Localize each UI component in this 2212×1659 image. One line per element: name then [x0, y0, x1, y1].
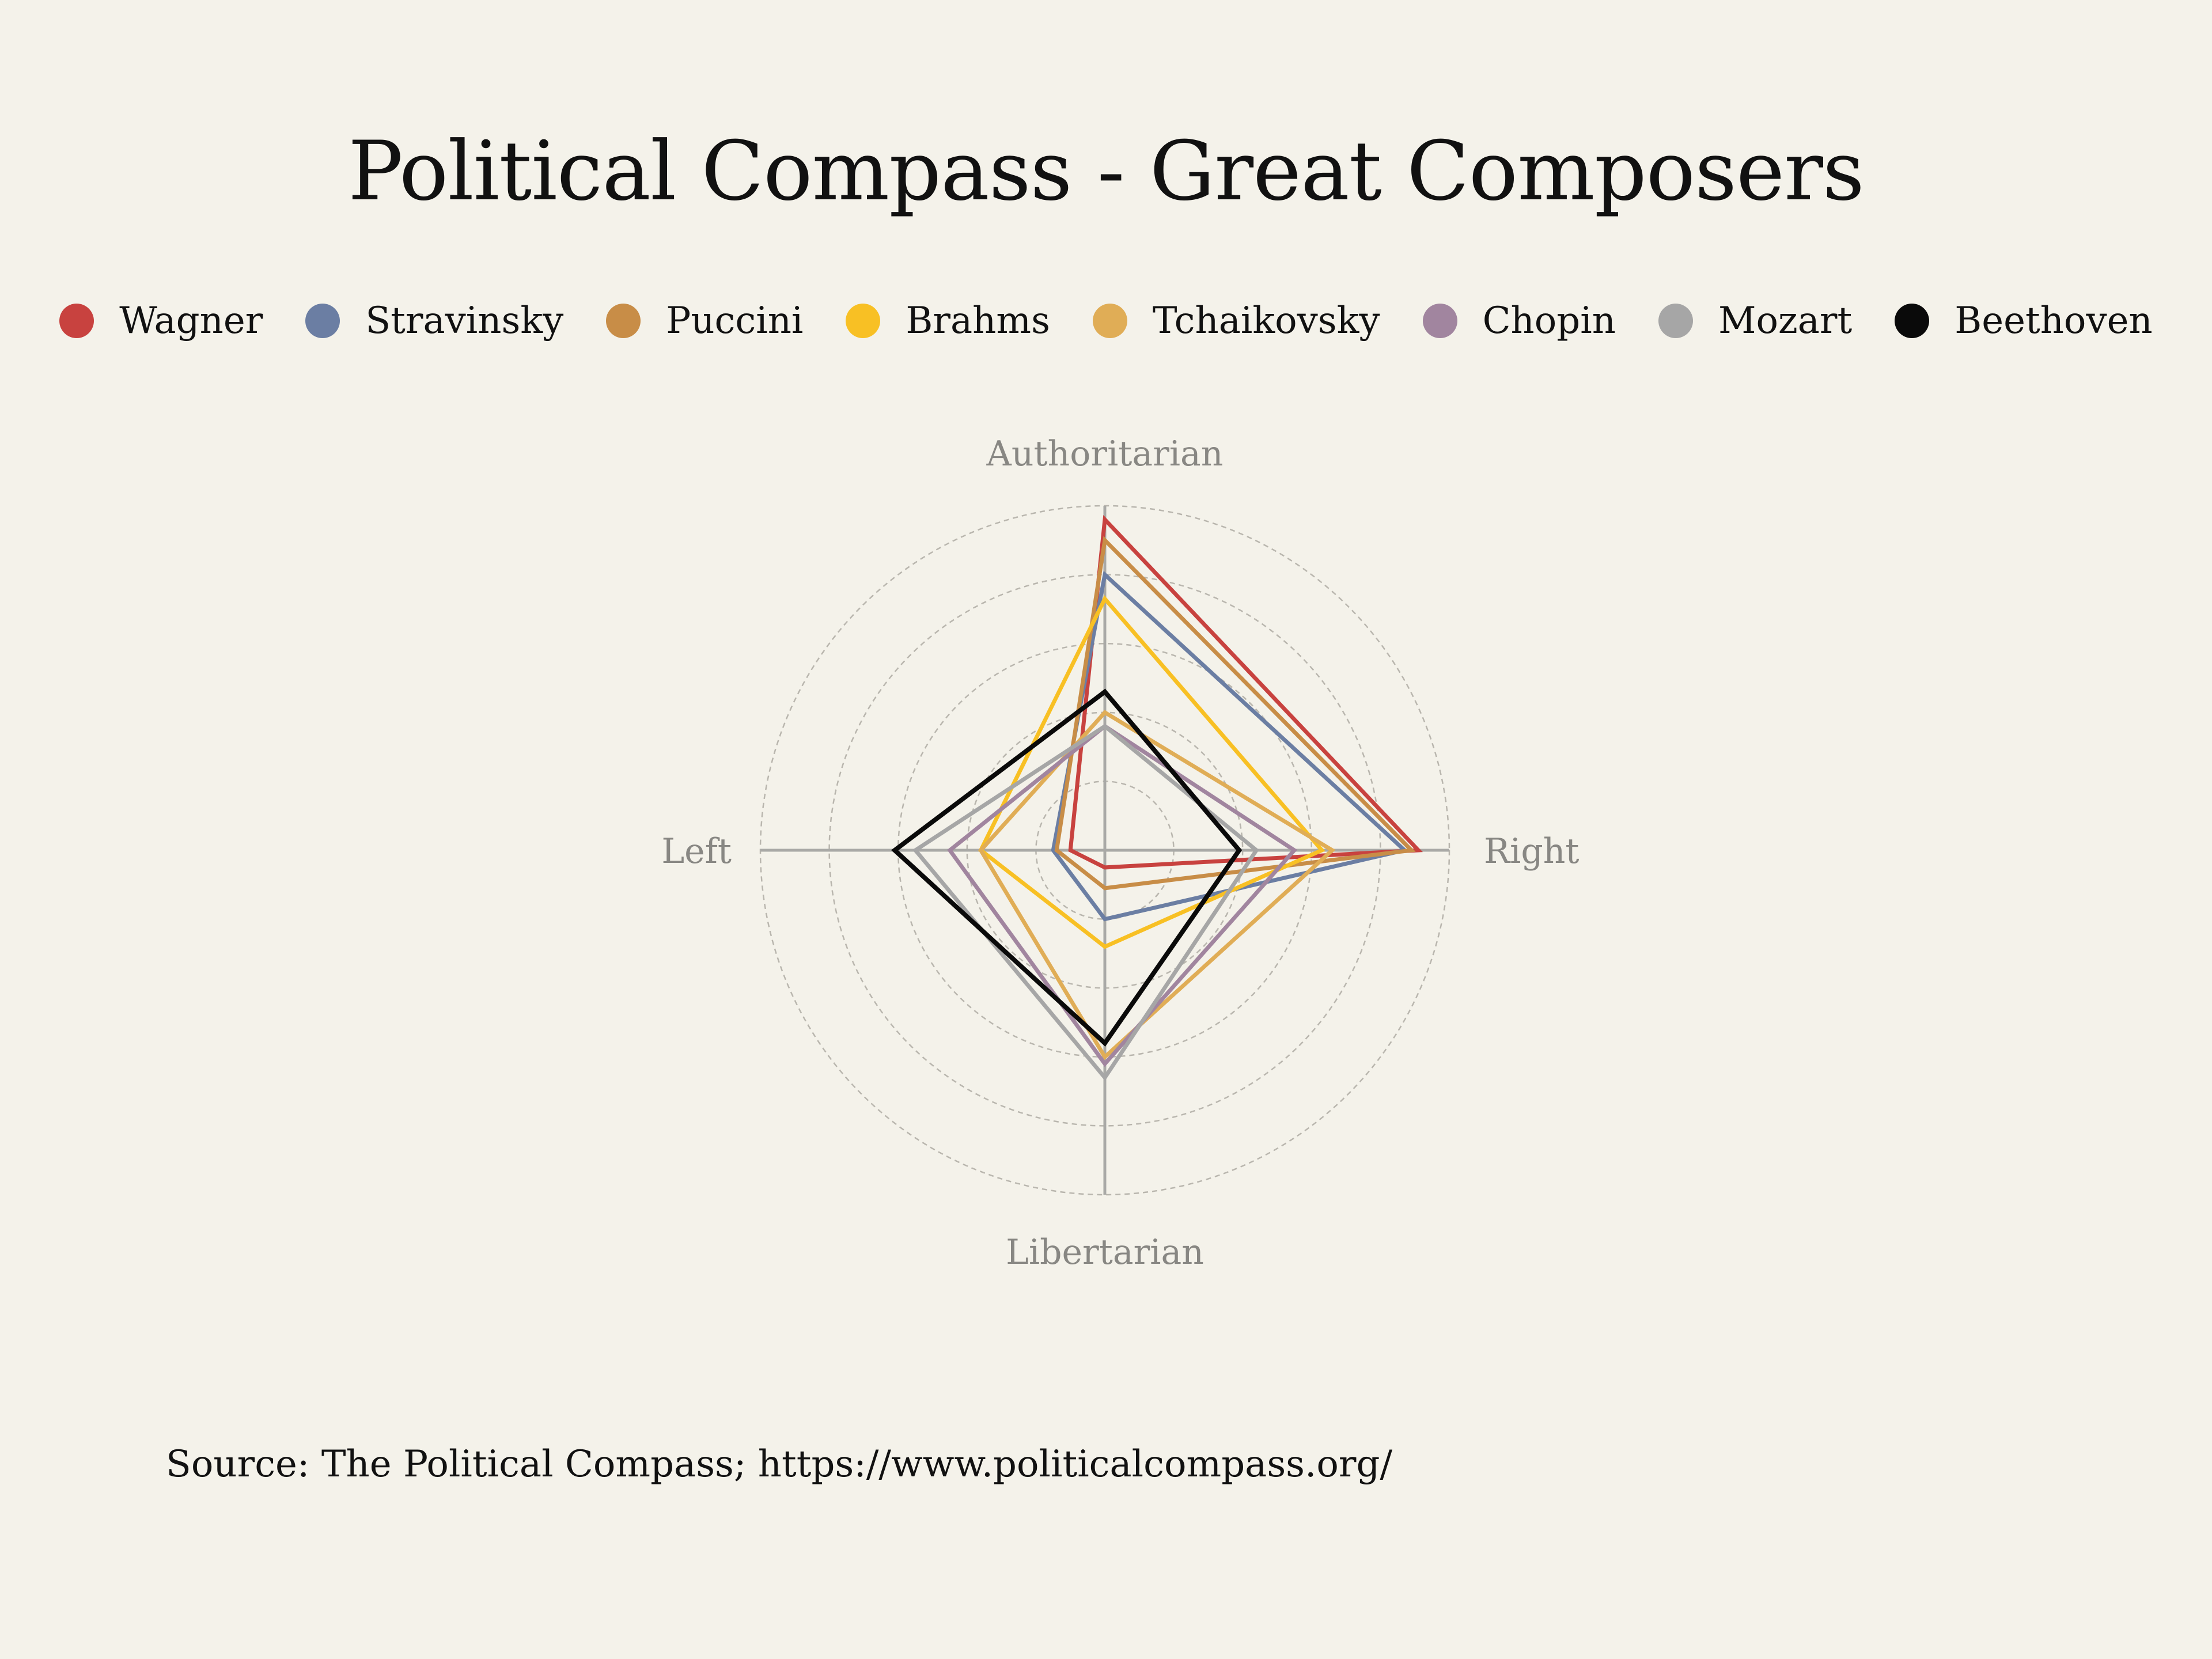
axis-label-libertarian: Libertarian	[1006, 1232, 1204, 1272]
legend-swatch	[305, 304, 340, 338]
legend-item[interactable]: Stravinsky	[305, 300, 563, 342]
source-note: Source: The Political Compass; https://w…	[166, 1443, 1392, 1486]
legend-swatch	[846, 304, 881, 338]
radar-axes	[760, 506, 1449, 1195]
series-beethoven	[891, 688, 1243, 1047]
legend-label: Tchaikovsky	[1152, 300, 1380, 342]
legend-label: Stravinsky	[365, 300, 564, 342]
legend-label: Chopin	[1482, 300, 1616, 342]
legend-swatch	[606, 304, 641, 338]
axis-label-right: Right	[1484, 831, 1580, 872]
legend-swatch	[59, 304, 94, 338]
legend-item[interactable]: Mozart	[1658, 300, 1852, 342]
legend-item[interactable]: Beethoven	[1895, 300, 2153, 342]
legend-label: Brahms	[906, 300, 1050, 342]
legend-item[interactable]: Tchaikovsky	[1092, 300, 1380, 342]
legend-swatch	[1658, 304, 1693, 338]
chart-title: Political Compass - Great Composers	[348, 124, 1865, 219]
series-chopin	[947, 724, 1298, 1067]
legend-item[interactable]: Wagner	[59, 300, 263, 342]
legend-swatch	[1092, 304, 1127, 338]
legend-swatch	[1895, 304, 1930, 338]
legend-swatch	[1422, 304, 1457, 338]
legend-label: Puccini	[666, 300, 804, 342]
series-tchaikovsky	[978, 710, 1336, 1060]
legend: Wagner Stravinsky Puccini Brahms Tchaikovsky…	[0, 300, 2212, 342]
axis-label-authoritarian: Authoritarian	[986, 434, 1224, 474]
series-brahms	[978, 595, 1325, 949]
radar-axis-labels: Authoritarian Right Libertarian Left	[661, 434, 1579, 1272]
radar-series	[891, 514, 1423, 1081]
legend-label: Mozart	[1718, 300, 1853, 342]
axis-label-left: Left	[661, 831, 732, 872]
legend-item[interactable]: Puccini	[606, 300, 803, 342]
legend-label: Beethoven	[1955, 300, 2153, 342]
legend-item[interactable]: Chopin	[1422, 300, 1616, 342]
legend-label: Wagner	[119, 300, 263, 342]
legend-item[interactable]: Brahms	[846, 300, 1050, 342]
